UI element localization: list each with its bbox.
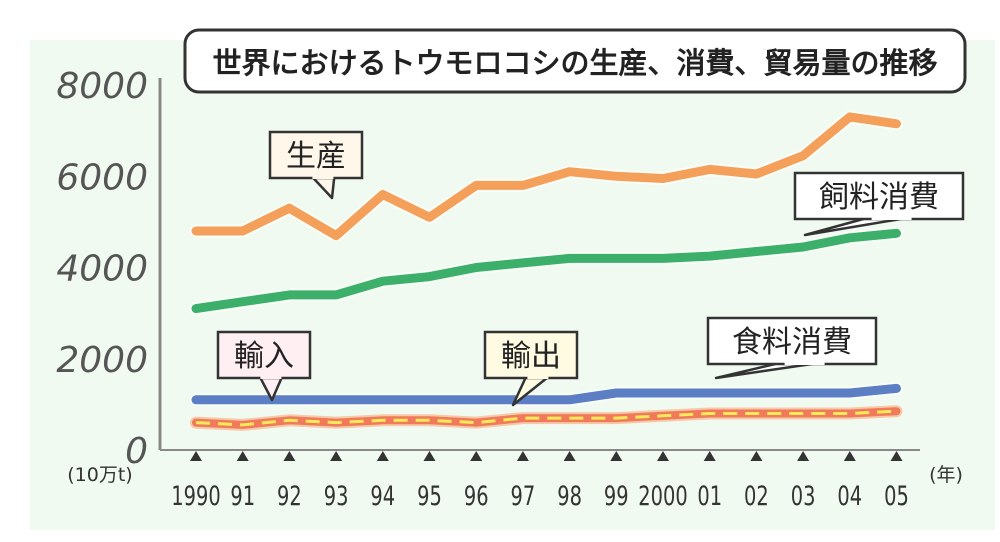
y-tick-label: 4000 — [56, 249, 148, 290]
callout-mask — [871, 215, 912, 220]
callout-label: 生産 — [286, 139, 346, 174]
x-tick-marker — [657, 451, 669, 461]
series-line — [191, 112, 901, 241]
series-group — [189, 110, 903, 431]
x-tick-label: 05 — [884, 480, 909, 512]
chart-title: 世界におけるトウモロコシの生産、消費、貿易量の推移 — [212, 46, 937, 80]
x-tick-marker — [190, 451, 202, 461]
x-tick-label: 95 — [417, 480, 442, 512]
series-line — [191, 228, 901, 314]
callout-mask — [527, 374, 549, 379]
callout-label: 輸出 — [501, 339, 561, 374]
x-tick-label: 03 — [791, 480, 816, 512]
y-tick-group: 0 2000 4000 6000 8000 — [56, 66, 148, 472]
x-tick-marker — [890, 451, 903, 461]
x-tick-marker — [703, 451, 716, 461]
callout-label: 食料消費 — [732, 325, 852, 360]
x-tick-label: 96 — [464, 480, 489, 512]
x-tick-marker — [750, 451, 763, 461]
x-tick-label: 02 — [744, 480, 769, 512]
y-tick-label: 6000 — [56, 157, 148, 198]
series-line — [191, 383, 901, 405]
y-tick-label: 8000 — [56, 66, 148, 107]
chart-title-box: 世界におけるトウモロコシの生産、消費、貿易量の推移 — [183, 28, 967, 94]
callout-2: 食料消費 — [706, 316, 878, 380]
y-axis-unit: (10万t) — [67, 464, 132, 486]
x-tick-label: 04 — [837, 480, 862, 512]
x-tick-label: 92 — [277, 480, 302, 512]
callout-label: 飼料消費 — [819, 180, 939, 215]
x-tick-marker — [610, 451, 623, 461]
x-tick-label: 01 — [697, 480, 722, 512]
x-tick-marker — [516, 451, 529, 461]
x-tick-marker — [236, 451, 249, 461]
callout-0: 生産 — [268, 130, 364, 200]
series-line-import-dash — [195, 409, 897, 427]
x-tick-label: 2000 — [638, 480, 687, 512]
callout-box — [268, 130, 364, 180]
callout-mask — [260, 374, 282, 379]
x-tick-label: 93 — [324, 480, 349, 512]
x-tick-marker — [423, 451, 436, 461]
callout-mask — [312, 174, 334, 179]
y-tick-label: 0 — [125, 431, 148, 472]
x-tick-marker — [563, 451, 576, 461]
callout-1: 飼料消費 — [793, 171, 965, 237]
x-tick-marker — [330, 451, 343, 461]
x-tick-marker — [797, 451, 810, 461]
x-tick-label: 99 — [604, 480, 629, 512]
x-tick-label: 97 — [511, 480, 536, 512]
x-tick-marker — [843, 451, 856, 461]
x-tick-label: 1990 — [171, 480, 220, 512]
x-tick-label: 91 — [230, 480, 255, 512]
x-tick-marker — [283, 451, 296, 461]
x-axis-unit: (年) — [929, 464, 963, 486]
y-tick-label: 2000 — [56, 340, 148, 381]
callout-mask — [784, 360, 825, 365]
x-tick-group: 1990 91 92 93 94 95 96 97 98 99 2000 01 02 03 04 05 — [171, 451, 909, 512]
x-tick-label: 94 — [370, 480, 395, 512]
x-tick-marker — [376, 451, 389, 461]
x-tick-marker — [470, 451, 483, 461]
callout-label: 輸入 — [234, 339, 294, 374]
callout-4: 輸出 — [483, 330, 579, 407]
callout-3: 輸入 — [216, 330, 312, 402]
x-tick-label: 98 — [557, 480, 582, 512]
callout-box — [793, 171, 965, 221]
